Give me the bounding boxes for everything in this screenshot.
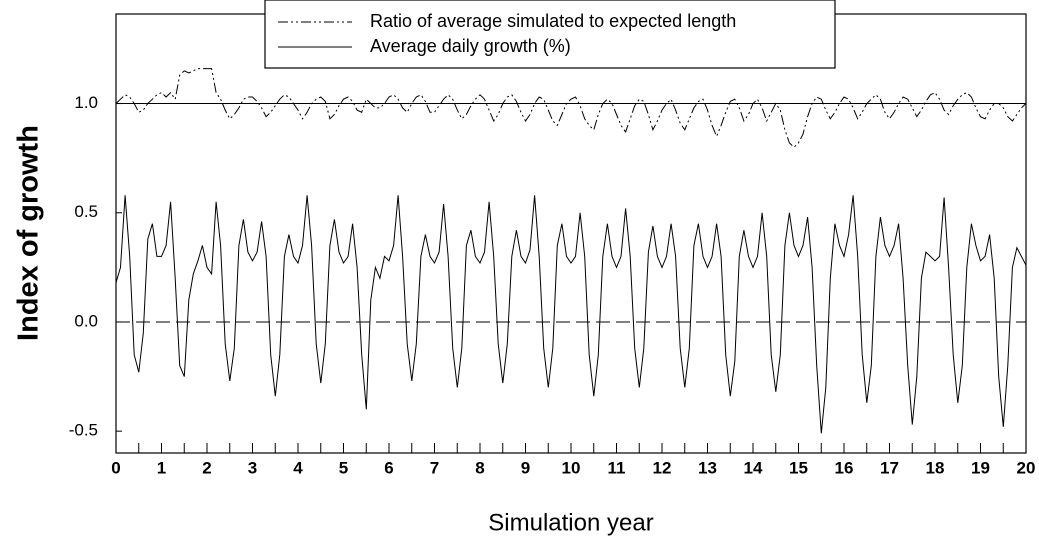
legend-label: Average daily growth (%) [370,36,571,56]
x-tick-label: 20 [1017,458,1036,477]
x-tick-label: 14 [744,458,763,477]
series-line [115,68,1027,148]
x-tick-label: 0 [111,458,120,477]
y-tick-label: 0.5 [74,202,98,221]
series-line [115,195,1027,434]
x-tick-label: 11 [608,458,626,477]
legend-box [264,0,836,69]
x-tick-label: 15 [789,458,808,477]
y-tick-label: 1.0 [74,93,98,112]
x-tick-label: 17 [880,458,899,477]
x-tick-label: 19 [971,458,990,477]
x-tick-label: 18 [926,458,945,477]
plot-frame [115,13,1027,454]
x-tick-label: 13 [698,458,717,477]
x-tick-label: 12 [653,458,672,477]
x-tick-label: 10 [562,458,581,477]
y-axis-label: Index of growth [13,125,45,341]
x-tick-label: 5 [339,458,348,477]
x-tick-label: 2 [202,458,211,477]
x-tick-label: 16 [835,458,854,477]
x-tick-label: 9 [521,458,530,477]
x-tick-label: 1 [157,458,166,477]
y-tick-label: 0.0 [74,311,98,330]
legend-label: Ratio of average simulated to expected l… [370,11,736,31]
x-tick-label: 8 [475,458,484,477]
x-tick-label: 3 [248,458,257,477]
y-tick-label: -0.5 [69,421,98,440]
x-tick-label: 7 [430,458,439,477]
x-tick-label: 4 [293,458,303,477]
x-tick-label: 6 [384,458,393,477]
x-axis-label: Simulation year [488,509,653,536]
